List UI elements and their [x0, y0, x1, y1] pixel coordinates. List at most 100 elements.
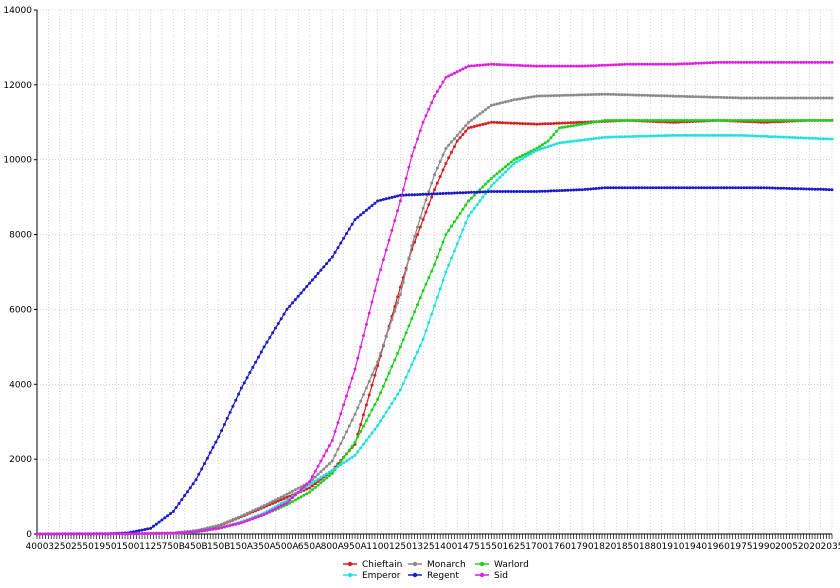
- data-point: [469, 196, 473, 200]
- data-point: [188, 530, 192, 534]
- data-point: [72, 532, 76, 536]
- data-point: [600, 63, 604, 67]
- data-point: [396, 301, 400, 305]
- data-point: [370, 383, 374, 387]
- data-point: [512, 162, 516, 165]
- data-point: [745, 186, 749, 190]
- data-point: [628, 62, 632, 66]
- data-point: [242, 513, 246, 517]
- data-point: [401, 382, 405, 386]
- data-point: [705, 95, 709, 99]
- data-point: [302, 485, 306, 489]
- data-point: [770, 96, 774, 100]
- data-point: [350, 455, 354, 459]
- data-point: [782, 60, 786, 64]
- data-point: [486, 63, 490, 66]
- data-point: [796, 136, 800, 140]
- data-point: [819, 118, 823, 122]
- data-point: [665, 62, 669, 66]
- data-point: [481, 185, 485, 189]
- data-point: [398, 199, 402, 203]
- data-point: [149, 526, 153, 530]
- data-point: [645, 62, 649, 66]
- data-point: [282, 497, 286, 500]
- data-point: [313, 475, 317, 479]
- data-point: [313, 482, 317, 486]
- data-point: [719, 133, 723, 137]
- data-point: [697, 118, 701, 122]
- data-point: [580, 122, 584, 126]
- data-point: [322, 265, 326, 269]
- data-point: [523, 155, 527, 159]
- data-point: [557, 64, 561, 68]
- data-point: [433, 192, 436, 196]
- data-point: [327, 474, 331, 478]
- data-point: [228, 519, 232, 523]
- data-point: [225, 524, 229, 528]
- data-point: [384, 410, 388, 414]
- data-point: [146, 527, 150, 531]
- data-point: [594, 64, 598, 68]
- data-point: [413, 146, 417, 149]
- y-tick-label: 6000: [9, 305, 32, 315]
- data-point: [577, 64, 581, 68]
- data-point: [265, 340, 269, 344]
- data-point: [589, 121, 593, 125]
- data-point: [100, 532, 104, 536]
- data-point: [560, 189, 564, 192]
- data-point: [651, 94, 655, 97]
- data-point: [353, 367, 357, 371]
- data-point: [711, 118, 715, 122]
- data-point: [583, 64, 587, 68]
- data-point: [668, 186, 672, 190]
- data-point: [765, 96, 769, 100]
- data-point: [538, 94, 542, 98]
- x-tick-label: 1990: [752, 542, 775, 552]
- data-point: [322, 467, 326, 471]
- data-point: [430, 195, 434, 199]
- data-point: [501, 190, 505, 193]
- data-point: [302, 288, 306, 292]
- data-point: [492, 120, 496, 124]
- data-point: [390, 195, 394, 199]
- data-point: [285, 495, 289, 499]
- data-point: [390, 318, 394, 322]
- data-point: [708, 61, 712, 65]
- data-point: [450, 150, 453, 154]
- data-point: [441, 240, 445, 244]
- data-point: [359, 399, 363, 403]
- data-point: [651, 134, 655, 138]
- data-point: [498, 121, 502, 125]
- data-point: [682, 62, 686, 66]
- data-point: [205, 456, 209, 460]
- data-point: [668, 62, 672, 66]
- data-point: [438, 85, 442, 89]
- data-point: [609, 118, 612, 122]
- data-point: [560, 125, 564, 129]
- data-point: [387, 196, 391, 200]
- x-tick-label: 150B: [207, 542, 230, 552]
- data-point: [359, 430, 363, 433]
- data-point: [435, 192, 439, 196]
- data-point: [782, 118, 786, 122]
- legend-item-warlord: Warlord: [475, 560, 529, 570]
- data-point: [342, 461, 346, 465]
- data-point: [776, 135, 780, 139]
- data-point: [438, 192, 442, 196]
- data-point: [603, 135, 607, 139]
- data-point: [748, 60, 752, 64]
- data-point: [728, 133, 732, 137]
- data-point: [282, 502, 286, 506]
- data-point: [512, 121, 516, 125]
- data-point: [603, 186, 607, 190]
- data-point: [583, 122, 587, 126]
- series-sid: [35, 60, 834, 536]
- data-point: [523, 152, 527, 156]
- data-point: [637, 118, 641, 122]
- data-point: [413, 356, 417, 360]
- data-point: [291, 500, 294, 504]
- data-point: [200, 529, 204, 533]
- data-point: [793, 60, 797, 64]
- data-point: [239, 514, 243, 518]
- data-point: [643, 62, 647, 66]
